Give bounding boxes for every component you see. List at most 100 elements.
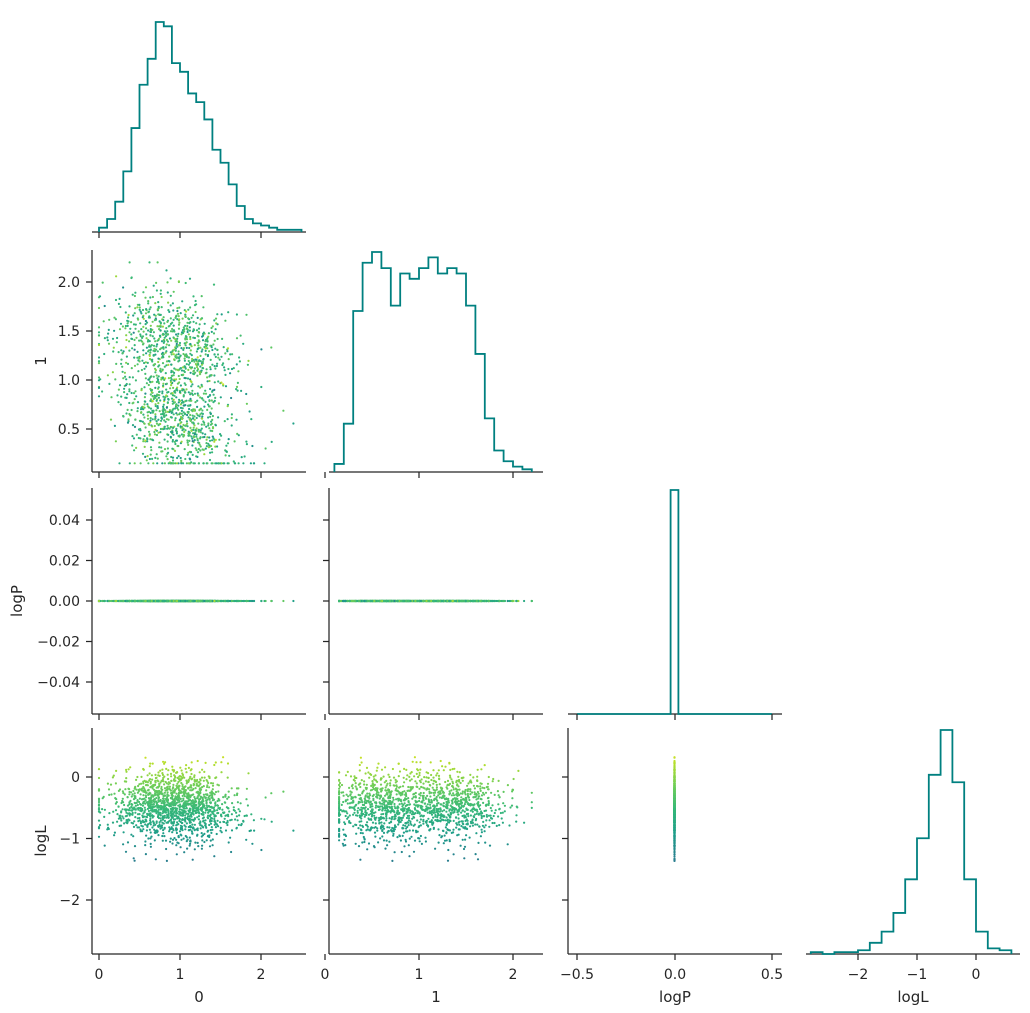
scatter-point [216,348,219,352]
scatter-point [187,317,190,320]
scatter-point [191,357,194,361]
scatter-point [186,453,189,456]
scatter-point [180,347,183,350]
scatter-point [212,343,215,346]
scatter-point [165,343,168,346]
scatter-point [338,599,341,603]
scatter-point [144,286,148,289]
scatter-point [199,386,202,389]
scatter-point [158,410,161,413]
scatter-point [149,349,152,352]
scatter-point [226,599,229,603]
scatter-point [167,377,170,380]
scatter-point [135,433,138,436]
scatter-point [210,407,213,410]
scatter-point [517,599,520,603]
scatter-point [196,455,199,458]
scatter-point [245,402,248,405]
scatter-point [134,390,137,393]
scatter-point [124,788,127,791]
scatter-point [154,404,157,408]
scatter-point [97,331,101,334]
scatter-point [190,366,194,369]
histogram-0 [98,21,303,232]
scatter-point [188,407,191,411]
panel-logP-logP [568,489,782,720]
scatter-point [111,371,114,374]
scatter-point [198,441,201,445]
scatter-point [203,421,206,424]
scatter-point [191,330,195,333]
scatter-point [178,377,181,381]
scatter-point [183,342,186,345]
scatter-point [198,371,201,374]
scatter-point [168,360,171,363]
scatter-point [176,407,179,410]
scatter-point [176,312,180,315]
scatter-point [161,325,164,328]
scatter-point [139,420,142,423]
scatter-point [198,415,201,418]
scatter-point [177,374,180,378]
scatter-point [242,342,245,345]
scatter-point [196,759,199,763]
scatter-point [194,841,197,844]
scatter-point [170,353,173,356]
scatter-point [171,431,174,434]
scatter-point [133,312,136,315]
scatter-point [172,309,175,312]
scatter-point [131,293,134,296]
scatter-point [162,316,165,319]
scatter-point [103,352,106,356]
scatter-point [194,310,197,314]
scatter-point [180,369,184,372]
scatter-point [181,389,184,392]
scatter-point [211,844,214,847]
scatter-point [128,390,131,393]
scatter-point [113,424,116,427]
scatter-point [142,413,145,416]
scatter-point [179,406,183,409]
scatter-point [246,363,249,366]
scatter-point [179,384,182,387]
scatter-point [162,384,165,387]
scatter-point [126,393,129,396]
scatter-point [193,409,196,412]
scatter-point [144,312,148,315]
scatter-point [235,337,239,340]
scatter-point [165,847,168,851]
scatter-point [202,392,205,395]
scatter-point [113,329,116,332]
scatter-point [181,374,184,377]
scatter-point [270,820,273,823]
scatter-point [196,392,199,395]
scatter-point [169,387,172,390]
scatter-point [149,351,152,354]
scatter-point [147,300,150,303]
scatter-point [165,269,168,272]
scatter-point [193,424,196,427]
scatter-point [139,322,142,325]
scatter-point [149,393,152,396]
scatter-point [153,828,156,831]
scatter-point [165,382,168,385]
scatter-point [114,440,117,443]
scatter-point [147,430,151,433]
scatter-point [186,324,189,328]
scatter-point [214,438,217,441]
scatter-point [163,425,166,428]
scatter-point [118,297,121,300]
scatter-point [117,351,120,354]
scatter-point [213,339,216,342]
scatter-point [190,399,193,402]
scatter-point [159,313,162,316]
scatter-point [157,337,161,340]
scatter-point [123,780,126,783]
scatter-point [157,386,160,389]
scatter-point [212,283,216,286]
scatter-point [125,355,128,358]
scatter-point [176,389,179,392]
scatter-point [230,424,233,427]
